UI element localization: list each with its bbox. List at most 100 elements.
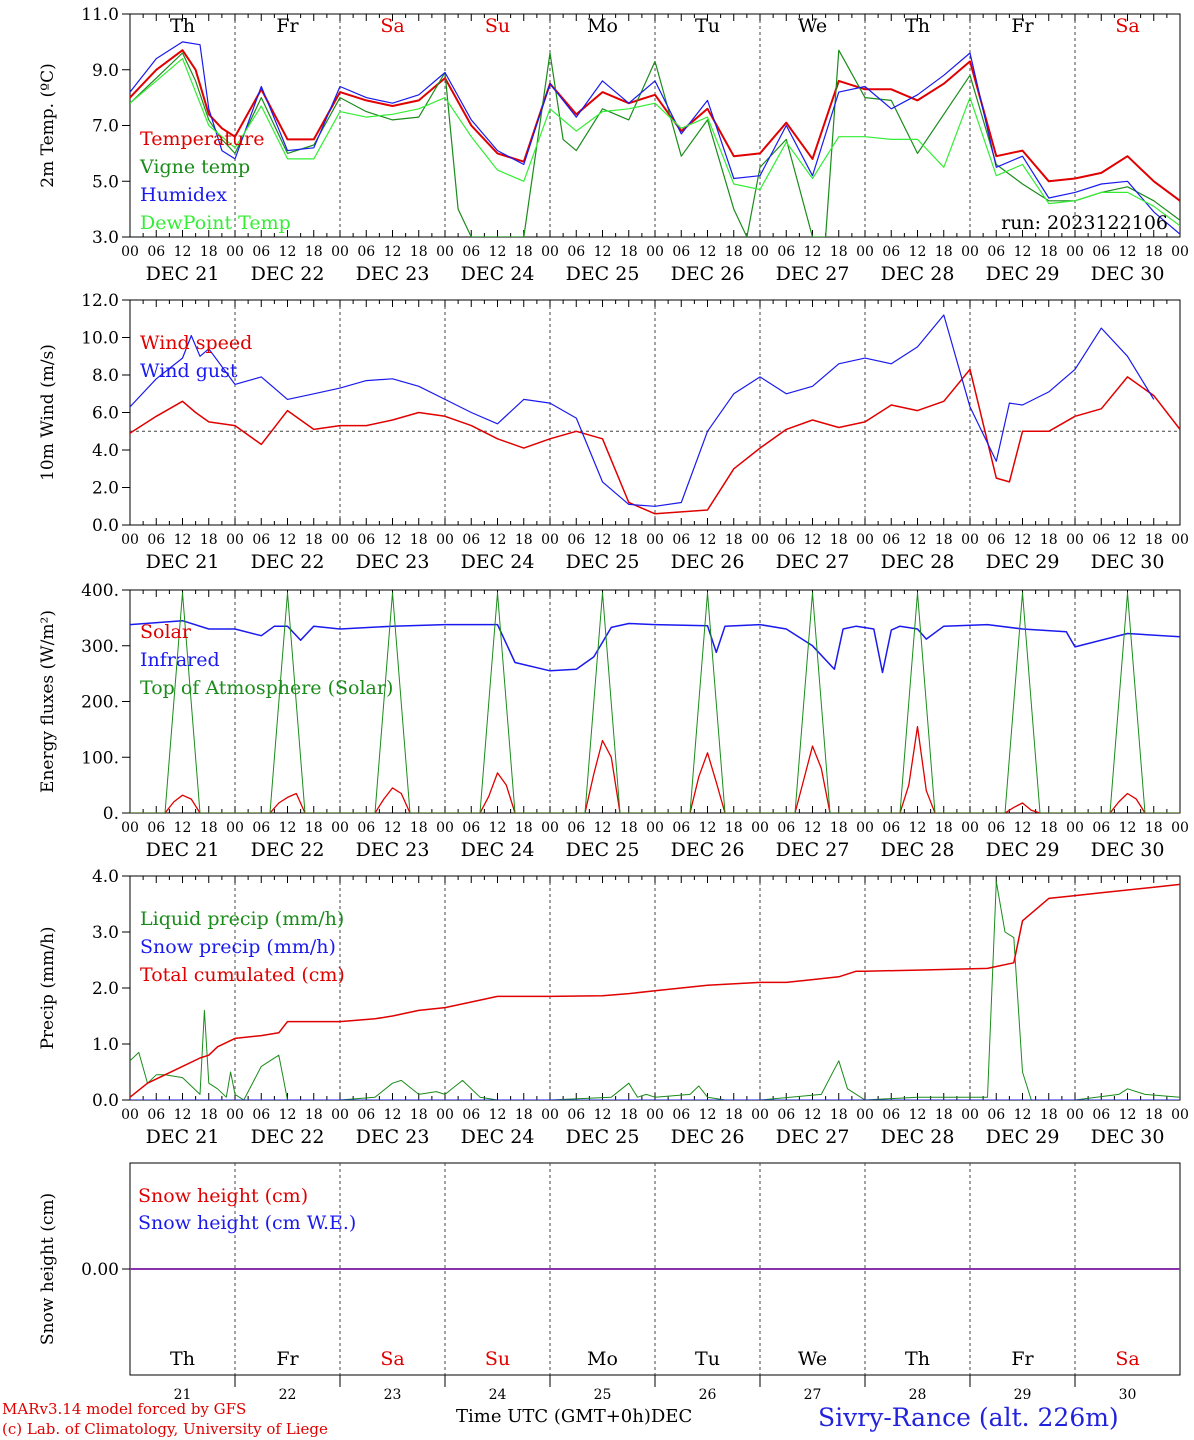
hour-tick-label: 18 [620, 820, 638, 836]
hour-tick-label: 12 [174, 532, 192, 548]
hour-tick-label: 06 [672, 1107, 690, 1123]
weekday-label: Th [170, 1348, 195, 1370]
hour-tick-label: 18 [1145, 1107, 1163, 1123]
hour-tick-label: 18 [620, 532, 638, 548]
hour-tick-label: 18 [1145, 244, 1163, 260]
y-axis-label: 10m Wind (m/s) [38, 344, 58, 481]
weekday-label: Fr [1011, 15, 1034, 37]
y-tick-label: 0. [103, 804, 119, 824]
hour-tick-label: 18 [305, 244, 323, 260]
hour-tick-label: 18 [725, 1107, 743, 1123]
hour-tick-label: 00 [331, 244, 349, 260]
hour-tick-label: 12 [384, 1107, 402, 1123]
hour-tick-label: 00 [856, 820, 874, 836]
hour-tick-label: 06 [567, 244, 585, 260]
hour-tick-label: 00 [646, 1107, 664, 1123]
hour-tick-label: 06 [357, 1107, 375, 1123]
hour-tick-label: 18 [725, 532, 743, 548]
hour-tick-label: 06 [1092, 532, 1110, 548]
hour-tick-label: 00 [541, 820, 559, 836]
hour-tick-label: 06 [882, 244, 900, 260]
hour-tick-label: 06 [882, 532, 900, 548]
panel-5: 0.00 Snow height (cm) Snow height (cm) Snow… [38, 1162, 1181, 1403]
y-tick-label: 4.0 [92, 867, 119, 887]
day-label: DEC 28 [881, 551, 955, 573]
weekday-label: Tu [695, 15, 720, 37]
time-axis-month: DEC [650, 1406, 693, 1427]
hour-tick-label: 12 [1014, 1107, 1032, 1123]
hour-tick-label: 00 [961, 244, 979, 260]
hour-tick-label: 06 [987, 532, 1005, 548]
hour-tick-label: 06 [462, 820, 480, 836]
hour-tick-label: 00 [436, 244, 454, 260]
day-label: DEC 30 [1091, 1126, 1165, 1148]
hour-tick-label: 18 [1040, 820, 1058, 836]
hour-tick-label: 12 [489, 532, 507, 548]
hour-tick-label: 06 [567, 820, 585, 836]
weekday-label: Fr [276, 15, 299, 37]
day-label: DEC 25 [566, 839, 640, 861]
day-number-label: 30 [1119, 1387, 1137, 1403]
y-tick-label: 4.0 [92, 441, 119, 461]
model-credit-line1: MARv3.14 model forced by GFS [2, 1400, 247, 1418]
hour-tick-label: 06 [147, 1107, 165, 1123]
hour-tick-label: 06 [567, 1107, 585, 1123]
day-label: DEC 26 [671, 551, 745, 573]
day-label: DEC 27 [776, 839, 850, 861]
hour-tick-label: 06 [252, 532, 270, 548]
day-label: DEC 28 [881, 839, 955, 861]
day-label: DEC 23 [356, 839, 430, 861]
hour-tick-label: 06 [462, 1107, 480, 1123]
hour-tick-label: 18 [1145, 820, 1163, 836]
day-label: DEC 30 [1091, 839, 1165, 861]
hour-tick-label: 06 [1092, 1107, 1110, 1123]
y-axis-label: 2m Temp. (ºC) [38, 63, 58, 188]
hour-tick-label: 12 [699, 820, 717, 836]
hour-tick-label: 06 [882, 820, 900, 836]
hour-tick-label: 18 [305, 820, 323, 836]
day-number-label: 21 [174, 1387, 192, 1403]
hour-tick-label: 06 [882, 1107, 900, 1123]
hour-tick-label: 18 [830, 1107, 848, 1123]
hour-tick-label: 18 [410, 820, 428, 836]
legend-entry: Liquid precip (mm/h) [140, 908, 344, 930]
hour-tick-label: 00 [1066, 244, 1084, 260]
day-label: DEC 25 [566, 263, 640, 285]
hour-tick-label: 00 [436, 532, 454, 548]
day-label: DEC 21 [146, 551, 220, 573]
hour-tick-label: 06 [357, 244, 375, 260]
hour-tick-label: 00 [961, 532, 979, 548]
hour-tick-label: 12 [699, 1107, 717, 1123]
panel-3: 0. 100. 200. 300. 400. Energy fluxes (W/m²) So… [38, 581, 1189, 861]
hour-tick-label: 12 [909, 244, 927, 260]
hour-tick-label: 18 [935, 820, 953, 836]
y-tick-label: 0.00 [81, 1260, 119, 1280]
hour-tick-label: 18 [830, 244, 848, 260]
hour-tick-label: 00 [961, 1107, 979, 1123]
hour-tick-label: 18 [1040, 1107, 1058, 1123]
hour-tick-label: 12 [1119, 1107, 1137, 1123]
weekday-label: Sa [380, 1348, 404, 1370]
y-tick-label: 6.0 [92, 404, 119, 424]
hour-tick-label: 00 [226, 244, 244, 260]
legend-entry: Vigne temp [139, 156, 250, 178]
series-line-total-cumulated-cm- [130, 883, 1180, 1098]
y-tick-label: 5.0 [92, 172, 119, 192]
panel-4: 0.0 1.0 2.0 3.0 4.0 Precip (mm/h) Liquid preci… [38, 867, 1189, 1148]
day-label: DEC 22 [251, 839, 325, 861]
hour-tick-label: 06 [987, 244, 1005, 260]
day-number-label: 29 [1014, 1387, 1032, 1403]
hour-tick-label: 18 [200, 1107, 218, 1123]
day-label: DEC 27 [776, 1126, 850, 1148]
hour-tick-label: 18 [305, 532, 323, 548]
day-label: DEC 29 [986, 263, 1060, 285]
hour-tick-label: 06 [147, 244, 165, 260]
hour-tick-label: 18 [725, 244, 743, 260]
hour-tick-label: 12 [279, 1107, 297, 1123]
hour-tick-label: 00 [646, 244, 664, 260]
series-line-dewpoint-temp [130, 57, 1180, 227]
y-tick-label: 1.0 [92, 1035, 119, 1055]
hour-tick-label: 18 [1040, 532, 1058, 548]
day-label: DEC 21 [146, 839, 220, 861]
y-tick-label: 9.0 [92, 61, 119, 81]
